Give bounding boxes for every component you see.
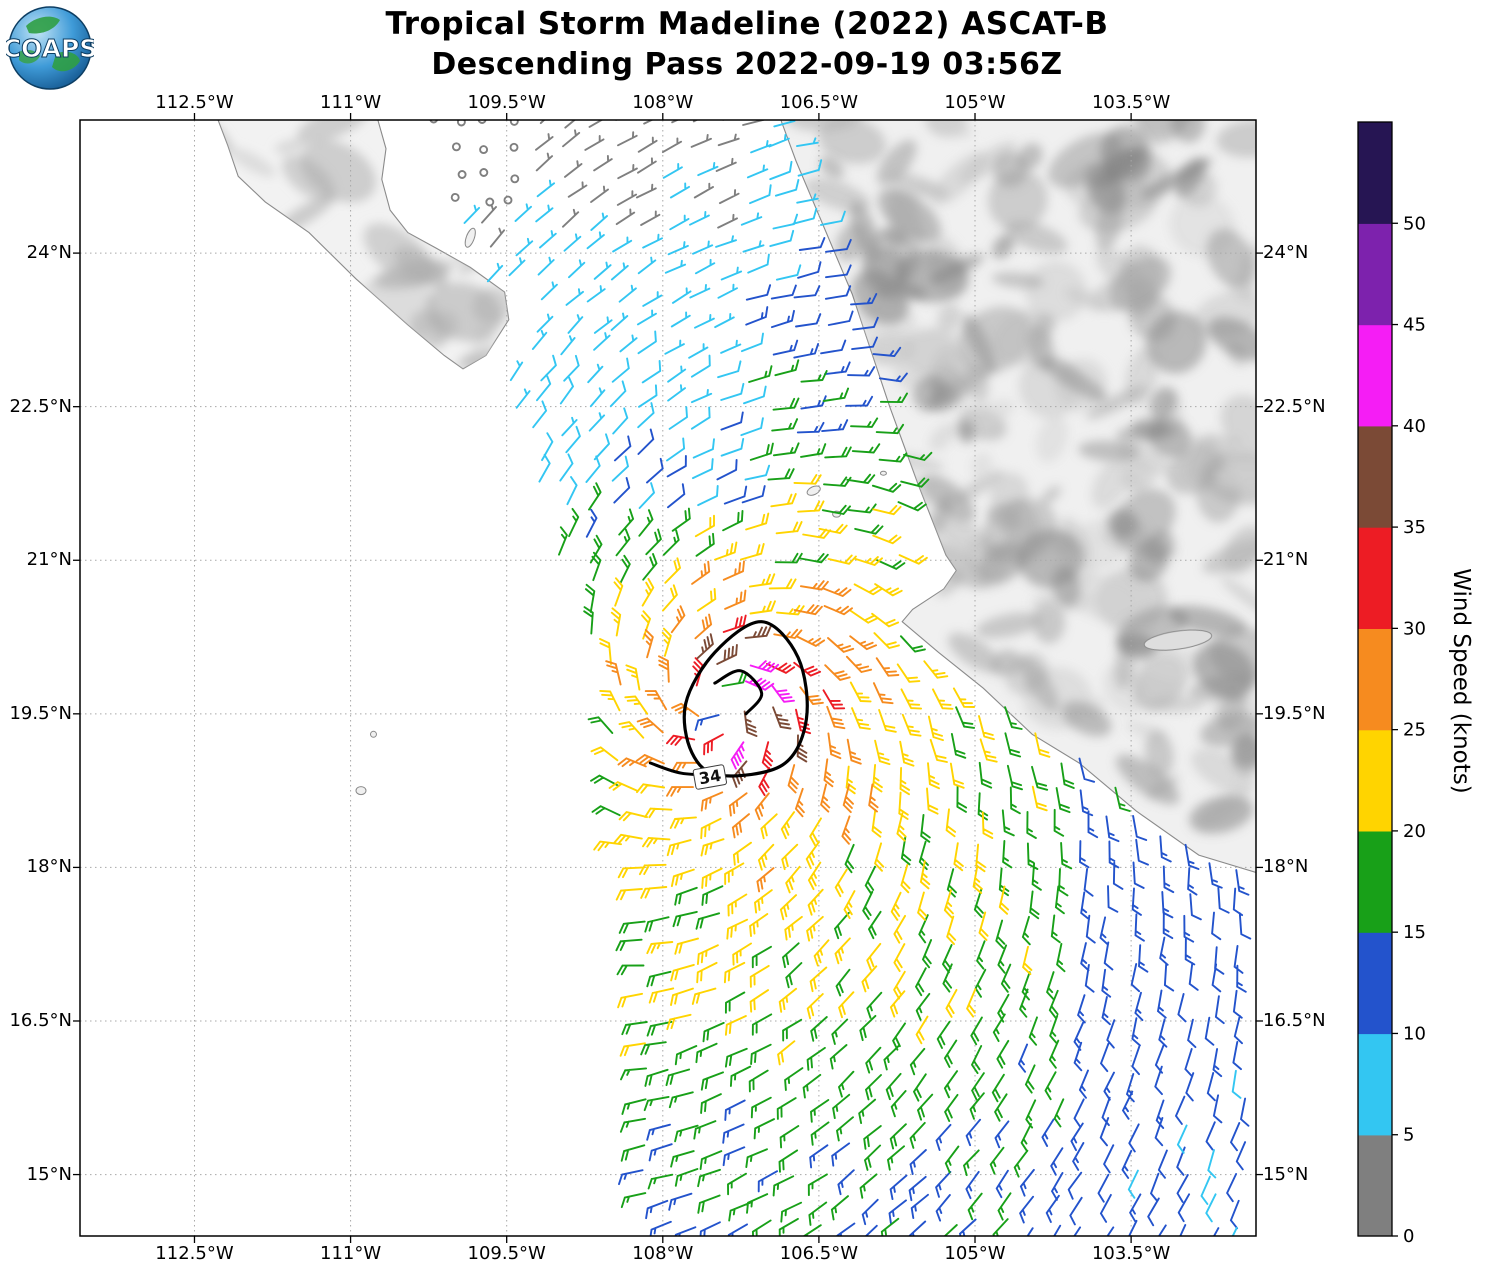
lat-tick-label-left: 18°N — [26, 856, 72, 878]
colorbar-segment — [1358, 830, 1392, 933]
lon-tick-label-top: 103.5°W — [1091, 92, 1171, 113]
map-canvas — [73, 113, 1263, 1243]
lon-tick-label-bottom: 105°W — [944, 1243, 1006, 1264]
lon-tick-label-bottom: 109.5°W — [467, 1243, 546, 1264]
continent-shape — [52, 51, 80, 72]
lon-tick-label-bottom: 112.5°W — [155, 1243, 234, 1264]
lon-tick-label-top: 108°W — [632, 92, 694, 113]
colorbar-segment — [1358, 425, 1392, 528]
plot-frame — [79, 119, 1257, 1237]
lat-tick-label-right: 24°N — [1263, 242, 1309, 264]
lat-tick-label-right: 21°N — [1263, 549, 1309, 571]
lon-tick-label-bottom: 103.5°W — [1091, 1243, 1171, 1264]
terrain-texture — [819, 120, 1256, 834]
lat-tick-label-right: 22.5°N — [1263, 395, 1326, 417]
island — [806, 485, 821, 496]
logo-text: COAPS — [6, 34, 94, 63]
colorbar-tick-label: 25 — [1403, 720, 1426, 741]
colorbar-tick-label: 30 — [1403, 618, 1426, 639]
lat-tick-label-right: 16.5°N — [1263, 1009, 1326, 1031]
figure-title: Tropical Storm Madeline (2022) ASCAT-B — [385, 6, 1109, 42]
lon-tick-label-bottom: 111°W — [320, 1243, 382, 1264]
colorbar-segment — [1358, 527, 1392, 629]
lon-tick-label-top: 109.5°W — [467, 92, 546, 113]
lat-tick-label-left: 22.5°N — [9, 395, 72, 417]
lon-tick-label-top: 111°W — [320, 92, 382, 113]
gridlines — [80, 120, 1256, 1236]
lat-tick-label-right: 18°N — [1263, 856, 1309, 878]
colorbar-tick-label: 40 — [1403, 416, 1426, 437]
colorbar-area: 0 5 10 15 20 25 30 35 40 45 50 — [1348, 98, 1478, 1264]
lat-tick-label-right: 15°N — [1263, 1163, 1309, 1185]
colorbar-tick-label: 5 — [1403, 1125, 1414, 1146]
island — [369, 730, 377, 738]
figure-subtitle: Descending Pass 2022-09-19 03:56Z — [431, 47, 1063, 82]
colorbar-segment — [1358, 628, 1392, 731]
continent-shape — [19, 49, 40, 64]
map-plot-area — [70, 110, 1266, 1250]
island — [355, 786, 367, 796]
colorbar-segment — [1358, 324, 1392, 427]
lon-tick-label-top: 105°W — [944, 92, 1006, 113]
lat-tick-label-left: 16.5°N — [9, 1009, 72, 1031]
colorbar-tick-label: 15 — [1403, 922, 1426, 943]
lon-tick-label-bottom: 106.5°W — [779, 1243, 859, 1264]
lat-tick-label-left: 21°N — [26, 549, 72, 571]
colorbar-axis-label: Wind Speed (knots) — [1448, 568, 1474, 794]
colorbar-tick-label: 50 — [1403, 213, 1426, 234]
colorbar-segment — [1358, 1033, 1392, 1136]
colorbar-tick-label: 10 — [1403, 1023, 1426, 1044]
continent-shape — [26, 16, 60, 34]
island — [464, 227, 476, 248]
lat-tick-label-left: 24°N — [26, 242, 72, 264]
colorbar-segment — [1358, 729, 1392, 832]
lat-tick-label-left: 15°N — [26, 1163, 72, 1185]
colorbar-segment — [1358, 122, 1392, 224]
colorbar-tick-label: 35 — [1403, 517, 1426, 538]
colorbar-segment — [1358, 932, 1392, 1035]
axis-ticks — [73, 113, 1263, 1243]
lon-tick-label-top: 106.5°W — [779, 92, 859, 113]
lake — [1143, 629, 1213, 651]
colorbar-tick-label: 45 — [1403, 315, 1426, 336]
colorbar-canvas: 0 5 10 15 20 25 30 35 40 45 50 — [1357, 121, 1426, 1247]
colorbar-tick-label: 0 — [1403, 1226, 1414, 1247]
colorbar-segment — [1358, 223, 1392, 326]
island — [879, 470, 887, 476]
lon-tick-label-bottom: 108°W — [632, 1243, 694, 1264]
lon-tick-label-top: 112.5°W — [155, 92, 234, 113]
coaps-logo: COAPS — [6, 6, 94, 90]
colorbar-tick-label: 20 — [1403, 821, 1426, 842]
colorbar-segment — [1358, 1134, 1392, 1237]
lat-tick-label-left: 19.5°N — [9, 702, 72, 724]
lat-tick-label-right: 19.5°N — [1263, 702, 1326, 724]
colorbar-frame — [1357, 121, 1393, 1237]
wind-barbs — [429, 120, 1252, 1236]
